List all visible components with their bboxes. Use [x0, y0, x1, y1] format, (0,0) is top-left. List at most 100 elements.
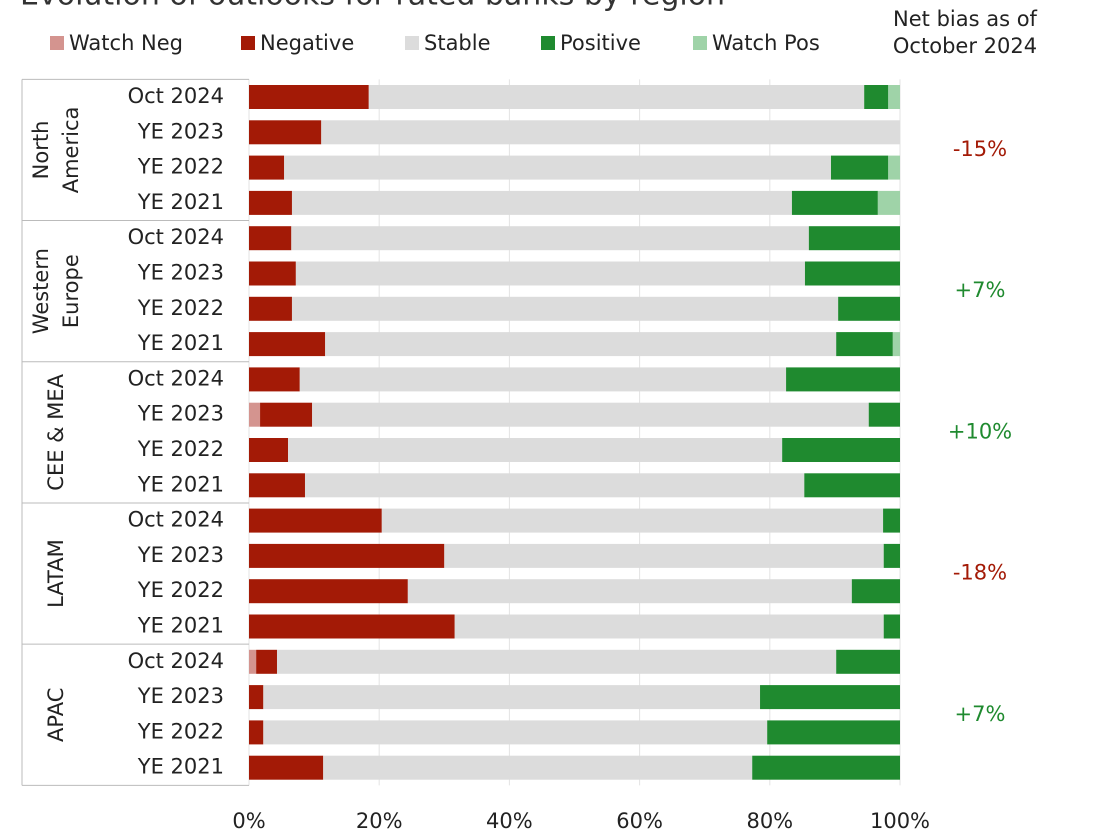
bar-segment	[263, 720, 768, 745]
category-label: YE 2021	[137, 614, 224, 638]
category-label: YE 2022	[137, 155, 224, 179]
bar-segment	[804, 473, 900, 498]
x-tick-label: 100%	[870, 809, 930, 832]
x-tick-label: 0%	[232, 809, 265, 832]
bar-segment	[883, 508, 900, 533]
category-label: YE 2021	[137, 190, 224, 214]
bar-segment	[454, 614, 884, 639]
bar-segment	[299, 367, 787, 392]
bar-segment	[791, 190, 878, 215]
net-bias-header: October 2024	[893, 34, 1037, 58]
bar-segment	[256, 649, 277, 674]
category-label: YE 2023	[137, 402, 224, 426]
legend-swatch	[693, 36, 707, 50]
net-bias-label: -18%	[953, 561, 1007, 585]
bar-segment	[249, 332, 326, 357]
legend-swatch	[241, 36, 255, 50]
bar-segment	[864, 85, 889, 109]
bar-segment	[892, 332, 900, 357]
bar-segment	[323, 755, 753, 780]
group-label: America	[59, 107, 83, 194]
x-tick-label: 60%	[616, 809, 663, 832]
legend-label: Watch Pos	[712, 31, 820, 55]
bar-segment	[808, 226, 900, 251]
bar-segment	[291, 296, 839, 321]
bar-segment	[877, 190, 900, 215]
category-label: YE 2023	[137, 684, 224, 708]
bar-segment	[249, 508, 382, 533]
bar-segment	[752, 755, 900, 780]
bar-segment	[836, 649, 900, 674]
bar-segment	[888, 155, 900, 180]
group-label: Europe	[59, 254, 83, 328]
category-label: YE 2021	[137, 472, 224, 496]
group-label: North	[29, 121, 53, 180]
group-label: LATAM	[44, 539, 68, 608]
category-label: Oct 2024	[128, 649, 224, 673]
bar-segment	[804, 261, 900, 286]
legend-swatch	[50, 36, 64, 50]
bar-segment	[249, 226, 292, 251]
bar-segment	[284, 155, 831, 180]
legend-label: Negative	[260, 31, 354, 55]
bar-segment	[288, 438, 783, 462]
group-label: CEE & MEA	[44, 373, 68, 490]
bar-segment	[249, 649, 257, 674]
bar-segment	[368, 85, 865, 109]
net-bias-label: +7%	[955, 702, 1006, 726]
bar-segment	[312, 402, 869, 427]
category-label: YE 2023	[137, 119, 224, 143]
bar-segment	[760, 685, 900, 710]
bar-segment	[883, 543, 900, 568]
bar-segment	[249, 296, 292, 321]
bar-segment	[249, 120, 322, 145]
bar-segment	[249, 473, 305, 498]
bar-segment	[786, 367, 900, 392]
category-label: YE 2023	[137, 261, 224, 285]
bar-segment	[851, 579, 900, 604]
category-label: YE 2022	[137, 437, 224, 461]
category-label: YE 2021	[137, 331, 224, 355]
bar-segment	[325, 332, 837, 357]
bar-segment	[249, 614, 455, 639]
category-label: Oct 2024	[128, 84, 224, 108]
bar-segment	[295, 261, 805, 286]
x-tick-label: 20%	[356, 809, 403, 832]
bar-segment	[782, 438, 900, 462]
net-bias-header: Net bias as of	[893, 7, 1038, 31]
bar-segment	[291, 226, 809, 251]
category-label: Oct 2024	[128, 508, 224, 532]
bar-segment	[838, 296, 900, 321]
bar-segment	[249, 579, 408, 604]
group-label: APAC	[44, 688, 68, 742]
bar-segment	[381, 508, 884, 533]
bar-segment	[836, 332, 893, 357]
net-bias-label: -15%	[953, 137, 1007, 161]
category-label: Oct 2024	[128, 366, 224, 390]
bar-segment	[249, 155, 285, 180]
bar-segment	[249, 402, 261, 427]
bar-segment	[249, 261, 296, 286]
bar-segment	[304, 473, 805, 498]
bar-segment	[263, 685, 761, 710]
bar-segment	[321, 120, 900, 145]
bar-segment	[444, 543, 884, 568]
bar-segment	[249, 367, 300, 392]
bar-segment	[291, 190, 792, 215]
legend-label: Watch Neg	[69, 31, 183, 55]
bar-segment	[249, 85, 369, 109]
bar-segment	[868, 402, 900, 427]
bar-segment	[888, 85, 900, 109]
legend-swatch	[405, 36, 419, 50]
bar-segment	[260, 402, 313, 427]
category-label: YE 2022	[137, 719, 224, 743]
legend-label: Positive	[560, 31, 641, 55]
x-tick-label: 40%	[486, 809, 533, 832]
bar-segment	[407, 579, 852, 604]
net-bias-label: +7%	[955, 278, 1006, 302]
bar-segment	[767, 720, 900, 745]
bar-segment	[249, 755, 324, 780]
category-label: YE 2023	[137, 543, 224, 567]
bar-segment	[883, 614, 900, 639]
